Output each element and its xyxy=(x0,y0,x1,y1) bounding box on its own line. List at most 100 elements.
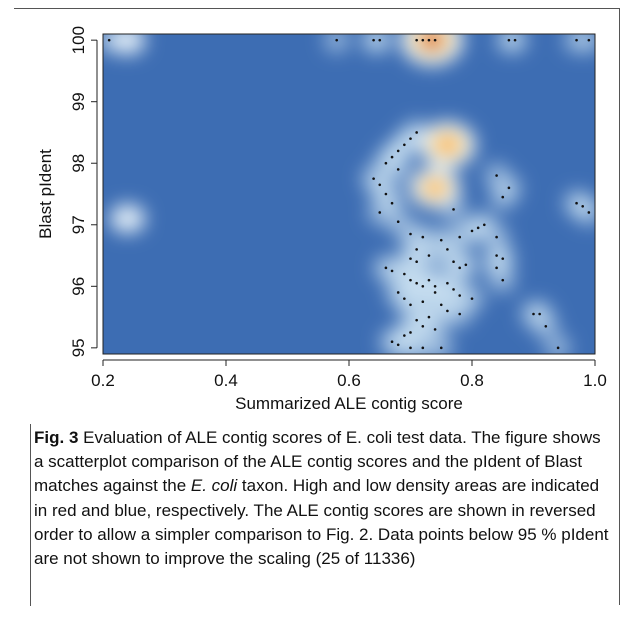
data-point xyxy=(415,131,418,134)
figure-caption: Fig. 3 Evaluation of ALE contig scores o… xyxy=(34,426,609,571)
data-point xyxy=(483,223,486,227)
data-point xyxy=(470,297,474,300)
data-point xyxy=(378,38,382,42)
data-point xyxy=(415,248,418,251)
data-point xyxy=(335,38,339,42)
data-point xyxy=(396,220,400,223)
data-point xyxy=(384,161,388,165)
data-point xyxy=(396,343,400,347)
data-point xyxy=(495,174,498,177)
y-axis-label: Blast pIdent xyxy=(36,149,55,239)
data-point xyxy=(581,205,584,208)
data-point xyxy=(470,229,474,233)
data-point xyxy=(458,294,462,297)
data-point xyxy=(396,291,400,294)
plot-border xyxy=(102,33,596,355)
y-axis: 95 96 97 98 99 100 xyxy=(69,26,98,357)
data-point xyxy=(403,272,406,276)
figure-frame xyxy=(14,8,620,605)
y-tick-label: 99 xyxy=(69,92,88,111)
data-point xyxy=(464,263,468,267)
data-point xyxy=(513,38,517,42)
data-point xyxy=(421,235,425,239)
data-point xyxy=(501,195,505,199)
plot-area xyxy=(103,34,595,354)
data-point xyxy=(575,38,578,42)
density-hotspot-core xyxy=(420,34,445,50)
caption-rule xyxy=(30,424,31,606)
data-point xyxy=(439,238,443,242)
data-point xyxy=(439,346,443,350)
data-point xyxy=(501,257,505,260)
x-tick-label: 0.6 xyxy=(337,371,361,390)
data-point xyxy=(409,303,412,307)
y-tick-label: 95 xyxy=(69,338,88,357)
density-halo xyxy=(323,34,350,54)
data-point xyxy=(452,260,455,263)
density-scatter-chart: 0.2 0.4 0.6 0.8 1.0 95 96 97 98 99 100 Summarized… xyxy=(36,26,607,413)
x-axis-label: Summarized ALE contig score xyxy=(235,394,463,413)
data-point xyxy=(390,269,394,273)
data-point xyxy=(575,201,578,205)
data-point xyxy=(587,211,591,214)
y-tick-label: 98 xyxy=(69,154,88,173)
data-point xyxy=(495,254,498,257)
data-point xyxy=(384,266,388,270)
data-point xyxy=(409,232,412,236)
data-point xyxy=(427,254,431,257)
x-tick-label: 0.8 xyxy=(460,371,484,390)
density-halo xyxy=(428,334,455,354)
data-point xyxy=(538,312,541,316)
y-tick-label: 100 xyxy=(69,26,88,54)
data-point xyxy=(384,192,388,196)
x-tick-label: 0.2 xyxy=(91,371,115,390)
data-point xyxy=(452,208,455,211)
data-point xyxy=(458,312,462,316)
data-point xyxy=(415,38,418,42)
data-point xyxy=(427,278,431,282)
figure-label: Fig. 3 xyxy=(34,428,79,447)
data-point xyxy=(427,38,431,42)
x-axis: 0.2 0.4 0.6 0.8 1.0 xyxy=(91,359,607,390)
data-point xyxy=(421,38,425,42)
data-point xyxy=(421,325,425,328)
data-point xyxy=(421,285,425,288)
data-point xyxy=(433,328,437,331)
data-point xyxy=(403,297,406,300)
data-point xyxy=(439,303,443,307)
density-halo xyxy=(575,199,595,226)
x-tick-label: 0.4 xyxy=(214,371,238,390)
y-tick-label: 96 xyxy=(69,277,88,296)
data-point xyxy=(556,346,560,350)
density-halo xyxy=(502,34,529,54)
caption-italic-taxon: E. coli xyxy=(190,476,238,496)
density-halo xyxy=(575,34,595,54)
data-point xyxy=(403,143,406,147)
data-point xyxy=(544,325,548,328)
data-point xyxy=(421,300,425,303)
data-point xyxy=(409,346,412,350)
data-point xyxy=(415,281,418,285)
data-point xyxy=(409,257,412,260)
data-point xyxy=(409,278,412,282)
density-hotspot-outer xyxy=(109,203,146,234)
caption-text-1: Evaluation of ALE contig scores of E. co… xyxy=(34,428,601,496)
data-point xyxy=(433,291,437,294)
data-point xyxy=(507,186,511,190)
density-halo xyxy=(366,34,393,54)
data-point xyxy=(372,177,375,180)
density-hotspot-core xyxy=(425,180,445,196)
data-point xyxy=(378,183,382,187)
data-point xyxy=(433,38,437,42)
y-tick-label: 97 xyxy=(69,215,88,234)
data-point xyxy=(458,235,462,239)
data-point xyxy=(495,266,498,270)
data-point xyxy=(396,149,400,153)
data-point xyxy=(409,137,412,140)
density-halo xyxy=(545,334,572,354)
data-point xyxy=(532,312,535,316)
data-point xyxy=(390,201,394,205)
data-point xyxy=(446,281,449,285)
caption-text-2: taxon. High and low density areas are in… xyxy=(34,476,609,569)
plot-background xyxy=(103,34,595,354)
